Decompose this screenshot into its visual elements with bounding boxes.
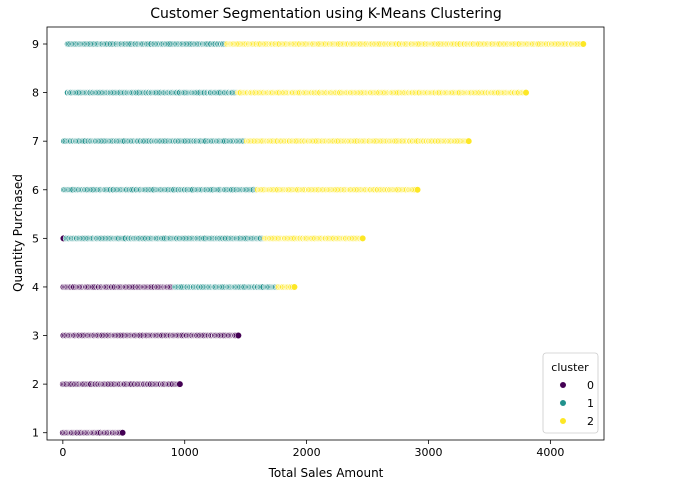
data-point: [290, 283, 299, 291]
data-point: [522, 88, 530, 97]
legend: cluster 0 1 2: [542, 352, 599, 434]
data-point: [234, 331, 242, 340]
y-tick-label: 2: [32, 378, 39, 391]
chart-title: Customer Segmentation using K-Means Clus…: [150, 6, 502, 22]
data-point: [465, 137, 473, 145]
data-point: [176, 380, 184, 388]
y-axis-label: Quantity Purchased: [11, 174, 25, 292]
plot-frame: [46, 26, 605, 441]
x-tick-label: 1000: [171, 446, 199, 459]
data-point: [579, 40, 587, 48]
data-point: [118, 429, 127, 437]
points-layer: [59, 40, 587, 437]
y-tick-label: 7: [32, 135, 39, 148]
legend-marker: [559, 417, 567, 425]
data-point: [413, 186, 422, 194]
y-tick-label: 9: [32, 38, 39, 51]
y-tick-label: 1: [32, 427, 39, 440]
data-point: [359, 234, 367, 242]
y-tick-label: 8: [32, 87, 39, 100]
legend-marker: [559, 381, 567, 389]
legend-label: 0: [587, 379, 594, 392]
legend-title: cluster: [551, 361, 589, 374]
legend-box: [542, 352, 599, 434]
x-tick-label: 3000: [414, 446, 442, 459]
y-tick-label: 6: [32, 184, 39, 197]
y-tick-label: 3: [32, 330, 39, 343]
legend-label: 1: [587, 397, 594, 410]
x-axis-label: Total Sales Amount: [268, 466, 384, 480]
ticks-layer: 0 1000 2000 3000 4000 1 2 3 4 5 6 7 8 9: [32, 38, 564, 459]
legend-label: 2: [587, 415, 594, 428]
legend-entries: 0 1 2: [559, 379, 594, 428]
x-tick-label: 0: [59, 446, 66, 459]
x-tick-label: 2000: [293, 446, 321, 459]
y-tick-label: 4: [32, 281, 39, 294]
x-tick-label: 4000: [536, 446, 564, 459]
y-tick-label: 5: [32, 232, 39, 245]
legend-marker: [559, 399, 567, 407]
